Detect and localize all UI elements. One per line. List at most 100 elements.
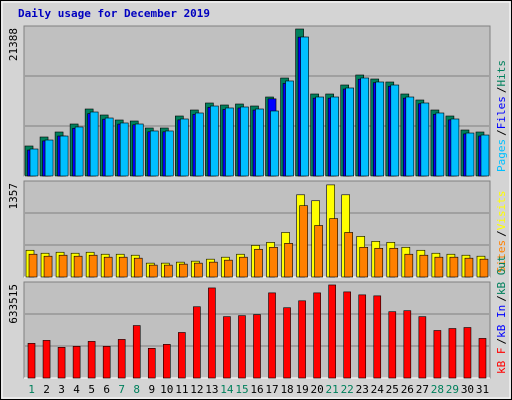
bar	[374, 247, 384, 278]
bar	[345, 87, 354, 177]
bar	[88, 254, 98, 278]
y-tick-label: 21388	[7, 28, 20, 61]
legend: kB F/kB In/kB Out	[495, 255, 508, 374]
bar	[58, 254, 68, 278]
x-tick-label: 18	[280, 383, 293, 396]
x-tick-label: 15	[235, 383, 248, 396]
bar	[404, 253, 414, 278]
bar	[375, 81, 385, 177]
chart-title: Daily usage for December 2019	[18, 7, 210, 20]
x-tick-label: 2	[43, 383, 50, 396]
bar	[434, 256, 444, 278]
bar	[179, 263, 188, 278]
x-tick-label: 6	[103, 383, 110, 396]
bar	[104, 117, 114, 177]
bar	[299, 205, 308, 278]
bar	[27, 343, 36, 379]
legend-entry: Files	[495, 96, 508, 129]
bar	[254, 248, 263, 278]
bar	[463, 327, 472, 379]
bar	[194, 262, 203, 278]
bar	[449, 256, 459, 278]
bar	[28, 253, 38, 278]
bar	[389, 247, 399, 278]
x-tick-label: 10	[160, 383, 173, 396]
bar	[149, 130, 159, 177]
bar	[448, 328, 457, 379]
bar	[73, 255, 83, 278]
bar	[117, 339, 126, 379]
bar	[193, 306, 201, 379]
bar	[464, 257, 474, 278]
bar	[238, 315, 246, 379]
x-tick-label: 16	[250, 383, 263, 396]
bar	[418, 316, 427, 379]
x-tick-label: 5	[88, 383, 95, 396]
bar	[134, 123, 144, 177]
bar	[283, 307, 291, 379]
bar	[180, 118, 189, 177]
bar	[360, 77, 370, 177]
x-tick-label: 14	[220, 383, 234, 396]
legend-entry: Visits	[495, 191, 508, 231]
legend-separator: /	[495, 295, 508, 302]
bar	[132, 325, 141, 379]
bar	[285, 80, 294, 177]
bar	[388, 311, 397, 379]
bar	[208, 287, 216, 379]
bar	[403, 310, 412, 379]
bar	[89, 111, 99, 177]
bar	[119, 122, 129, 177]
bar	[343, 291, 351, 379]
bar	[253, 314, 261, 379]
bar	[224, 259, 233, 278]
x-tick-label: 7	[118, 383, 125, 396]
x-tick-label: 28	[431, 383, 444, 396]
bar	[102, 346, 111, 379]
bar	[314, 225, 323, 278]
bar	[165, 130, 174, 177]
bar	[72, 346, 81, 379]
legend-separator: /	[495, 230, 508, 237]
bar	[43, 255, 53, 278]
x-tick-label: 21	[326, 383, 339, 396]
bar	[433, 330, 442, 379]
bar	[223, 316, 231, 379]
bar	[330, 96, 339, 177]
x-tick-label: 29	[446, 383, 459, 396]
bar	[210, 105, 219, 177]
bar	[313, 292, 321, 379]
bar	[284, 243, 293, 278]
x-tick-label: 27	[416, 383, 429, 396]
bar	[239, 256, 248, 278]
x-tick-label: 13	[205, 383, 218, 396]
x-tick-label: 30	[461, 383, 474, 396]
bar	[419, 254, 429, 278]
legend-entry: Sites	[495, 240, 508, 273]
x-tick-label: 19	[295, 383, 308, 396]
legend: Pages/Files/Hits	[495, 60, 508, 172]
bar	[358, 294, 367, 379]
bar	[148, 264, 158, 278]
bar	[300, 36, 309, 177]
bar	[298, 300, 306, 379]
x-tick-label: 11	[175, 383, 188, 396]
bar	[103, 256, 113, 278]
x-tick-label: 8	[133, 383, 140, 396]
bar	[163, 344, 171, 379]
x-tick-label: 31	[476, 383, 489, 396]
bar	[87, 341, 96, 379]
bar	[268, 292, 276, 379]
bar	[59, 135, 69, 177]
legend-entry: kB In	[495, 305, 508, 338]
x-tick-label: 25	[386, 383, 399, 396]
bar	[420, 102, 430, 177]
legend: Sites /Visits	[495, 191, 508, 274]
legend-entry: kB F	[495, 348, 508, 375]
bar	[240, 106, 249, 177]
bar	[209, 261, 218, 278]
x-tick-label: 26	[401, 383, 414, 396]
